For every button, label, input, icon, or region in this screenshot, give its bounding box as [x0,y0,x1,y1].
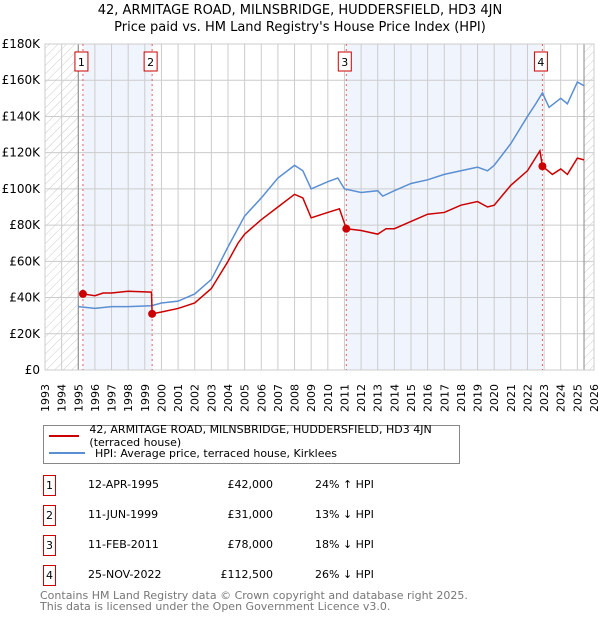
x-tick-label: 2024 [555,384,568,412]
x-tick-label: 2008 [289,384,302,412]
x-tick-label: 2009 [305,384,318,412]
chart-title-line1: 42, ARMITAGE ROAD, MILNSBRIDGE, HUDDERSF… [97,3,503,18]
x-tick-label: 2004 [222,384,235,412]
legend-item-hpi: HPI: Average price, terraced house, Kirk… [44,445,337,461]
sale-label-4: 4 [533,51,548,72]
sale-label-box [74,51,89,72]
x-tick-label: 2023 [538,384,551,412]
sale-label-text: 4 [537,56,544,69]
sale-label-box [143,51,158,72]
sale-label-text: 3 [341,56,348,69]
x-tick-label: 1997 [106,384,119,412]
x-tick-label: 2010 [322,384,335,412]
x-tick-label: 2001 [172,384,185,412]
sale-point [342,224,351,233]
x-tick-label: 2018 [455,384,468,412]
x-tick-label: 2012 [355,384,368,412]
footer-line2: This data is licensed under the Open Gov… [40,600,391,613]
x-tick-label: 2020 [488,384,501,412]
sale-label-2: 2 [143,51,158,72]
x-tick-label: 2015 [405,384,418,412]
footer-line1: Contains HM Land Registry data © Crown c… [40,589,468,602]
x-tick-label: 2006 [255,384,268,412]
sale-point [78,289,87,298]
sale-label-box [533,51,548,72]
x-tick-label: 2021 [505,384,518,412]
plot-border [44,43,595,371]
transaction-date: 11-FEB-2011 [88,538,159,551]
sale-label-1: 1 [74,51,89,72]
y-tick-label: £0 [25,363,40,377]
sale-point [538,162,547,171]
y-tick-label: £180K [2,37,42,51]
transaction-price: £112,500 [220,568,274,581]
legend-label-hpi: HPI: Average price, terraced house, Kirk… [95,446,338,460]
x-tick-label: 2013 [372,384,385,412]
transaction-hpi: 26% ↓ HPI [315,568,374,581]
x-tick-label: 2000 [155,384,168,412]
x-tick-label: 2003 [205,384,218,412]
y-tick-label: £20K [9,327,41,341]
x-tick-label: 2011 [338,384,351,412]
transaction-hpi: 24% ↑ HPI [315,478,374,491]
hpi-line [78,80,585,310]
transaction-price: £78,000 [227,538,274,551]
x-tick-label: 1995 [72,384,85,412]
sale-label-box [337,51,352,72]
y-tick-label: £160K [2,73,42,87]
y-tick-label: £120K [2,146,42,160]
transaction-date: 25-NOV-2022 [88,568,162,581]
sale-label-text: 1 [78,56,85,69]
transaction-badge: 3 [43,535,56,556]
legend-line-blue [49,452,85,454]
x-tick-label: 2014 [388,384,401,412]
legend-label-property: 42, ARMITAGE ROAD, MILNSBRIDGE, HUDDERSF… [89,423,432,449]
x-tick-label: 1999 [139,384,152,412]
chart-title-line2: Price paid vs. HM Land Registry's House … [114,20,486,35]
x-tick-label: 2005 [239,384,252,412]
sale-point [148,309,157,318]
transaction-row: 1 12-APR-1995 £42,000 24% ↑ HPI [43,475,443,496]
shaded-range [82,44,153,370]
transaction-row: 3 11-FEB-2011 £78,000 18% ↓ HPI [43,535,443,556]
y-tick-label: £80K [9,218,41,232]
x-tick-label: 2025 [571,384,584,412]
legend: 42, ARMITAGE ROAD, MILNSBRIDGE, HUDDERSF… [43,423,460,464]
x-tick-label: 1993 [39,384,52,412]
legend-item-property: 42, ARMITAGE ROAD, MILNSBRIDGE, HUDDERSF… [44,423,459,449]
x-tick-label: 2016 [422,384,435,412]
transaction-row: 4 25-NOV-2022 £112,500 26% ↓ HPI [43,565,443,586]
price-chart: 1993 1994 1995 1996 1997 1998 1999 2000 2001 2002… [2,37,600,412]
x-tick-label: 2002 [189,384,202,412]
sale-label-text: 2 [147,56,154,69]
y-tick-label: £40K [9,291,41,305]
y-tick-label: £100K [2,182,42,196]
transaction-badge: 2 [43,505,56,526]
property-price-line [82,148,585,315]
x-tick-label: 1994 [56,384,69,412]
transaction-hpi: 13% ↓ HPI [315,508,374,521]
legend-line-red [49,435,80,437]
transaction-badge: 1 [43,475,56,496]
x-tick-label: 1996 [89,384,102,412]
transaction-date: 12-APR-1995 [88,478,160,491]
transaction-date: 11-JUN-1999 [88,508,159,521]
footer: Contains HM Land Registry data © Crown c… [40,590,468,612]
y-tick-label: £140K [2,109,42,123]
sale-label-3: 3 [337,51,352,72]
y-tick-label: £60K [9,254,41,268]
transaction-badge: 4 [43,565,56,586]
transaction-price: £42,000 [227,478,274,491]
transaction-row: 2 11-JUN-1999 £31,000 13% ↓ HPI [43,505,443,526]
hatched-range [584,44,594,370]
x-tick-label: 2007 [272,384,285,412]
transaction-price: £31,000 [227,508,274,521]
x-tick-label: 2019 [472,384,485,412]
x-tick-label: 2026 [588,384,600,412]
transaction-hpi: 18% ↓ HPI [315,538,374,551]
x-tick-label: 1998 [122,384,135,412]
x-tick-label: 2022 [521,384,534,412]
x-tick-label: 2017 [438,384,451,412]
